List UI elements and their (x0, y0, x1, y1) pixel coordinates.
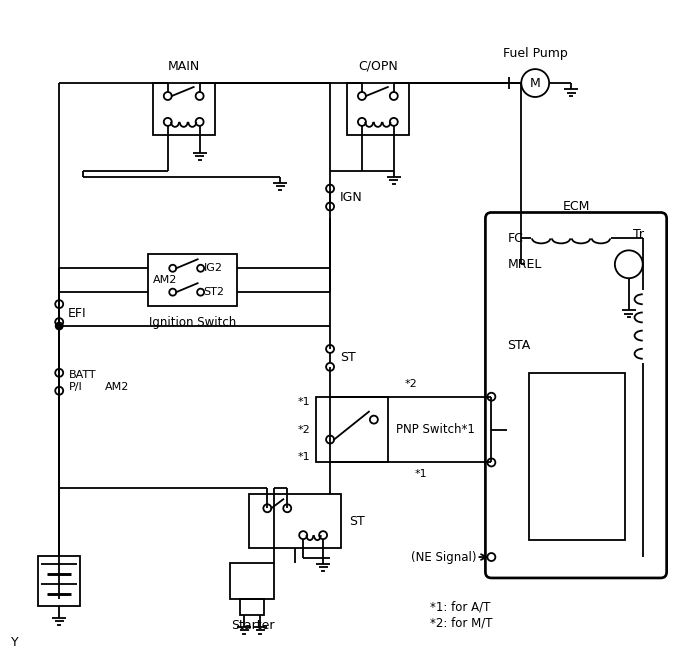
Text: Ignition Switch: Ignition Switch (149, 316, 236, 329)
Text: FC: FC (507, 232, 523, 245)
Text: ST: ST (340, 351, 356, 364)
Text: MREL: MREL (507, 258, 542, 271)
Bar (529, 373, 625, 540)
Bar (148, 254, 238, 306)
Text: BATT: BATT (69, 370, 97, 379)
Bar (249, 494, 341, 548)
Text: ECM: ECM (562, 200, 589, 213)
Text: MAIN: MAIN (167, 59, 200, 73)
Text: *2: *2 (404, 379, 417, 389)
Text: *2: *2 (297, 424, 310, 434)
Text: AM2: AM2 (153, 275, 177, 285)
Bar (240, 599, 265, 615)
Text: *1: *1 (298, 397, 310, 407)
Circle shape (56, 323, 63, 329)
Text: ST: ST (349, 515, 365, 528)
Bar (316, 397, 388, 463)
Text: M: M (530, 77, 540, 90)
Text: PNP Switch*1: PNP Switch*1 (396, 423, 475, 436)
Text: STA: STA (507, 339, 531, 352)
Text: EFI: EFI (68, 307, 87, 319)
Text: P/I: P/I (69, 381, 83, 392)
Text: IGN: IGN (340, 191, 363, 204)
Text: IG2: IG2 (204, 263, 223, 273)
Bar (347, 83, 409, 135)
Text: Fuel Pump: Fuel Pump (503, 47, 567, 59)
Text: Tr: Tr (633, 228, 644, 241)
Text: Y: Y (12, 636, 19, 649)
Text: ST2: ST2 (204, 287, 225, 297)
Text: AM2: AM2 (105, 381, 129, 392)
Text: (NE Signal): (NE Signal) (411, 550, 477, 564)
Bar (38, 556, 80, 606)
Text: *1: *1 (298, 453, 310, 463)
Text: *1: for A/T: *1: for A/T (430, 601, 490, 614)
Bar (153, 83, 214, 135)
Text: C/OPN: C/OPN (358, 59, 398, 73)
Text: *1: *1 (415, 469, 427, 479)
Bar (231, 563, 274, 599)
Text: *2: for M/T: *2: for M/T (430, 617, 492, 630)
Text: Starter: Starter (231, 619, 274, 632)
